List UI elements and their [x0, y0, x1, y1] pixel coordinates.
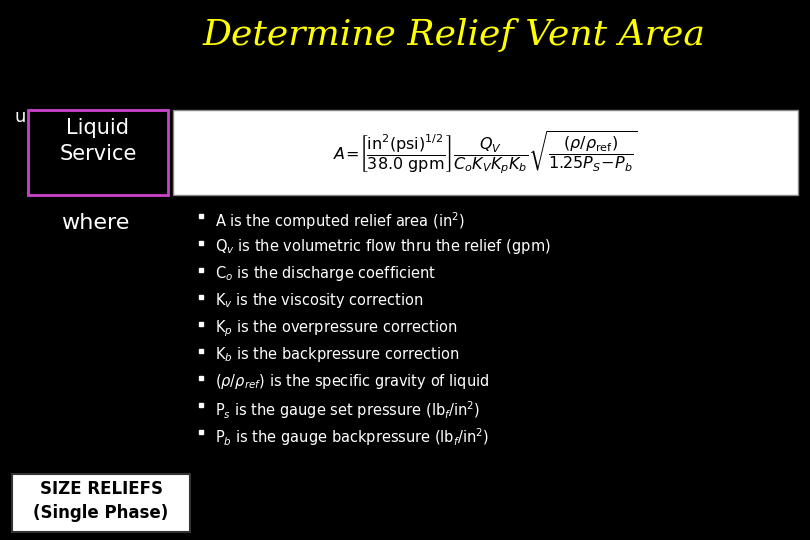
Text: ($\rho$/$\rho_{ref}$) is the specific gravity of liquid: ($\rho$/$\rho_{ref}$) is the specific gr…	[215, 372, 489, 391]
Text: P$_s$ is the gauge set pressure (lb$_f$/in$^2$): P$_s$ is the gauge set pressure (lb$_f$/…	[215, 399, 480, 421]
Bar	[28, 110, 168, 195]
Text: A is the computed relief area (in$^2$): A is the computed relief area (in$^2$)	[215, 210, 465, 232]
Text: K$_p$ is the overpressure correction: K$_p$ is the overpressure correction	[215, 318, 458, 339]
Text: Determine Relief Vent Area: Determine Relief Vent Area	[202, 18, 705, 52]
Text: SIZE RELIEFS
(Single Phase): SIZE RELIEFS (Single Phase)	[33, 480, 168, 522]
Text: Liquid
Service: Liquid Service	[59, 118, 137, 164]
Text: u: u	[14, 108, 25, 126]
Text: Q$_v$ is the volumetric flow thru the relief (gpm): Q$_v$ is the volumetric flow thru the re…	[215, 237, 551, 256]
Bar	[12, 474, 190, 532]
Text: C$_o$ is the discharge coefficient: C$_o$ is the discharge coefficient	[215, 264, 436, 283]
Text: where: where	[61, 213, 129, 233]
Bar	[173, 110, 798, 195]
Text: P$_b$ is the gauge backpressure (lb$_f$/in$^2$): P$_b$ is the gauge backpressure (lb$_f$/…	[215, 426, 489, 448]
Text: $A\!=\!\left[\dfrac{\mathrm{in}^2(\mathrm{psi})^{1/2}}{38.0\ \mathrm{gpm}}\right: $A\!=\!\left[\dfrac{\mathrm{in}^2(\mathr…	[333, 129, 638, 176]
Text: K$_v$ is the viscosity correction: K$_v$ is the viscosity correction	[215, 291, 424, 310]
Text: K$_b$ is the backpressure correction: K$_b$ is the backpressure correction	[215, 345, 459, 364]
